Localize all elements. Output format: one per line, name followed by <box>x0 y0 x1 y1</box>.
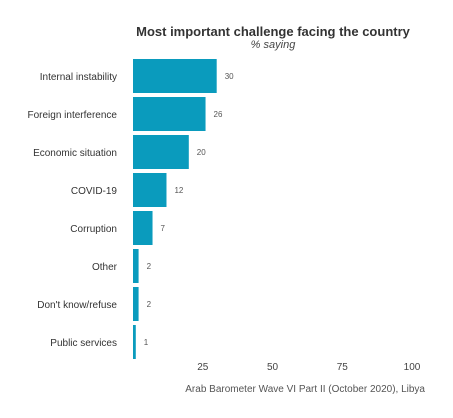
data-label: 7 <box>161 224 166 233</box>
data-label: 12 <box>174 186 183 195</box>
bar <box>133 249 139 283</box>
bar <box>133 211 153 245</box>
bar <box>133 287 139 321</box>
category-label: Internal instability <box>40 72 117 83</box>
category-label: COVID-19 <box>71 186 118 197</box>
x-tick-label: 75 <box>337 362 349 373</box>
data-label: 20 <box>197 148 206 157</box>
data-label: 26 <box>214 110 223 119</box>
category-label: Other <box>92 262 118 273</box>
bar <box>133 325 136 359</box>
category-label: Public services <box>50 338 117 349</box>
data-label: 1 <box>144 338 149 347</box>
chart-title: Most important challenge facing the coun… <box>136 24 410 39</box>
bar <box>133 97 206 131</box>
bar <box>133 173 167 207</box>
x-tick-label: 50 <box>267 362 279 373</box>
data-label: 2 <box>147 300 152 309</box>
bar <box>133 59 217 93</box>
data-label: 30 <box>225 72 234 81</box>
category-label: Corruption <box>70 224 117 235</box>
chart-source-caption: Arab Barometer Wave VI Part II (October … <box>185 384 425 395</box>
x-tick-label: 25 <box>197 362 209 373</box>
category-label: Foreign interference <box>28 110 118 121</box>
bar <box>133 135 189 169</box>
category-label: Don't know/refuse <box>37 300 117 311</box>
data-label: 2 <box>147 262 152 271</box>
chart-subtitle: % saying <box>250 39 296 51</box>
category-label: Economic situation <box>33 148 117 159</box>
x-tick-label: 100 <box>404 362 421 373</box>
